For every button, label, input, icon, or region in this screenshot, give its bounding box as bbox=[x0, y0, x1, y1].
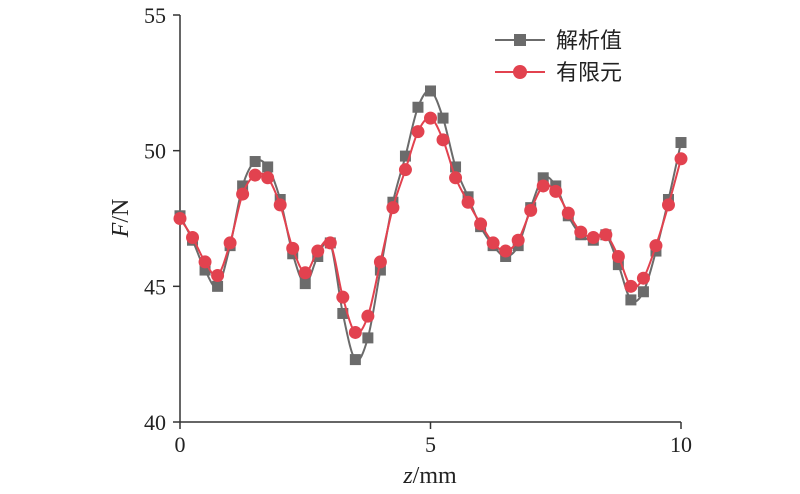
series-2-point bbox=[536, 179, 550, 193]
y-axis-title: F/N bbox=[108, 199, 134, 239]
series-1-point bbox=[399, 150, 411, 162]
series-2-point bbox=[636, 271, 650, 285]
series-2-point bbox=[273, 198, 287, 212]
series-1-point bbox=[374, 264, 386, 276]
series-2-point bbox=[424, 111, 437, 125]
series-1-point bbox=[337, 307, 349, 319]
series-2-point bbox=[511, 233, 525, 247]
series-2-point bbox=[499, 244, 513, 258]
series-2-point bbox=[386, 201, 400, 215]
series-1-point bbox=[412, 101, 424, 113]
series-2-point bbox=[474, 217, 488, 231]
series-2-point bbox=[261, 171, 275, 185]
axis-ticks: 0 5 10 40 45 50 55 bbox=[144, 3, 692, 457]
series-2-point bbox=[311, 244, 325, 258]
series-1-point bbox=[249, 156, 261, 168]
series-1-point bbox=[212, 280, 224, 292]
series-2-point bbox=[649, 239, 663, 253]
series-2-point bbox=[198, 255, 212, 269]
series-1-line bbox=[179, 89, 682, 362]
series-1-point bbox=[262, 161, 274, 173]
x-tick-label: 5 bbox=[425, 432, 436, 457]
series-1-point bbox=[237, 180, 249, 192]
series-2-line bbox=[179, 116, 682, 335]
y-tick-label: 45 bbox=[144, 274, 166, 299]
series-2-point bbox=[286, 241, 300, 255]
series-2-point bbox=[361, 309, 375, 323]
legend: 解析值 有限元 bbox=[495, 29, 622, 86]
series-2-point bbox=[236, 187, 250, 201]
series-2-point bbox=[211, 268, 225, 282]
series-1-point bbox=[199, 264, 211, 276]
series-2-point bbox=[524, 203, 538, 217]
series-2-point bbox=[486, 236, 500, 250]
series-2-point bbox=[398, 163, 412, 177]
series-2-point bbox=[661, 198, 675, 212]
y-tick-label: 55 bbox=[144, 3, 166, 28]
y-tick-label: 40 bbox=[144, 410, 166, 435]
series-2-point bbox=[223, 236, 237, 250]
series-2-point bbox=[449, 171, 463, 185]
series-2-point bbox=[561, 206, 575, 220]
series-1-point bbox=[537, 172, 549, 184]
series-1-point bbox=[450, 161, 462, 173]
series-1-point bbox=[437, 112, 449, 124]
series-1-point bbox=[675, 137, 687, 149]
series-2-point bbox=[298, 266, 312, 280]
series-2-point bbox=[186, 230, 200, 244]
series-1-point bbox=[637, 286, 649, 298]
series-2-point bbox=[461, 195, 475, 209]
y-tick-label: 50 bbox=[144, 139, 166, 164]
legend-label-series-2: 有限元 bbox=[556, 61, 622, 86]
legend-marker-series-2 bbox=[513, 65, 527, 79]
series-2-point bbox=[248, 168, 262, 182]
series-2-point bbox=[436, 133, 450, 147]
series-2-point bbox=[624, 279, 638, 293]
series-1-point bbox=[425, 85, 436, 97]
x-tick-label: 10 bbox=[670, 432, 692, 457]
series-1-point bbox=[612, 259, 624, 271]
series-2-point bbox=[348, 325, 362, 339]
series-2-point bbox=[549, 184, 563, 198]
x-axis-title: z/mm bbox=[402, 463, 457, 489]
series-2-point bbox=[586, 230, 600, 244]
series-2-point bbox=[574, 225, 588, 239]
series-1-point bbox=[299, 278, 311, 290]
series-2-point bbox=[336, 290, 350, 304]
series-2-point bbox=[323, 236, 337, 250]
series-2-point bbox=[674, 152, 688, 166]
series-2-point bbox=[173, 212, 187, 225]
series-layer bbox=[173, 85, 688, 366]
series-2-point bbox=[611, 249, 625, 263]
legend-label-series-1: 解析值 bbox=[556, 29, 622, 54]
series-2-point bbox=[599, 228, 613, 242]
series-1-point bbox=[625, 294, 637, 306]
series-1-point bbox=[349, 354, 361, 366]
legend-marker-series-1 bbox=[514, 34, 526, 46]
x-tick-label: 0 bbox=[175, 432, 186, 457]
series-1-point bbox=[362, 332, 374, 344]
series-2-point bbox=[411, 125, 425, 139]
series-2-point bbox=[373, 255, 387, 269]
